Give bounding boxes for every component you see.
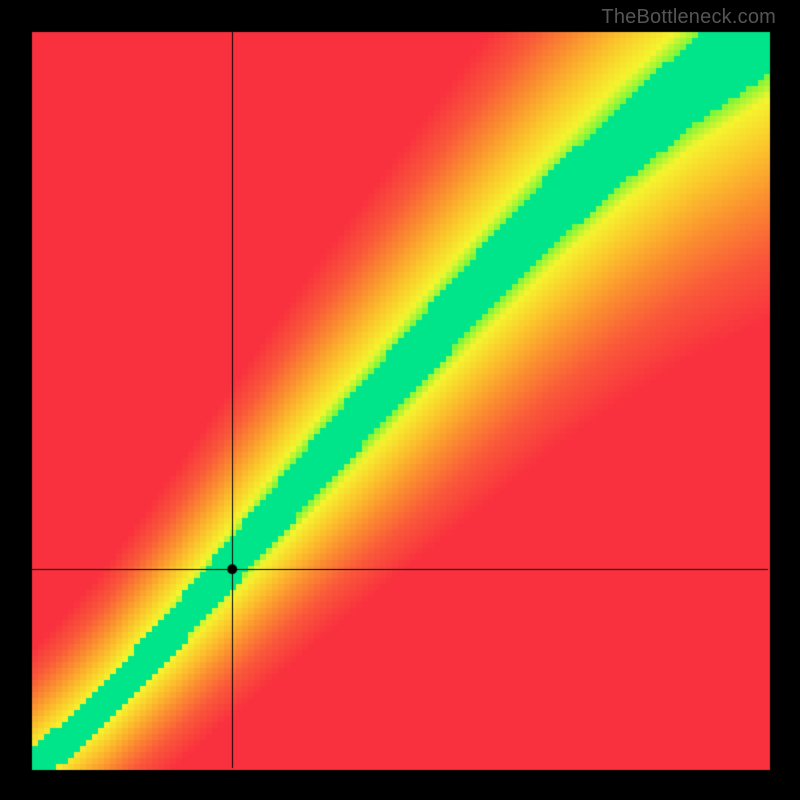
crosshair-overlay xyxy=(0,0,800,800)
chart-container: TheBottleneck.com xyxy=(0,0,800,800)
watermark-text: TheBottleneck.com xyxy=(601,6,776,29)
